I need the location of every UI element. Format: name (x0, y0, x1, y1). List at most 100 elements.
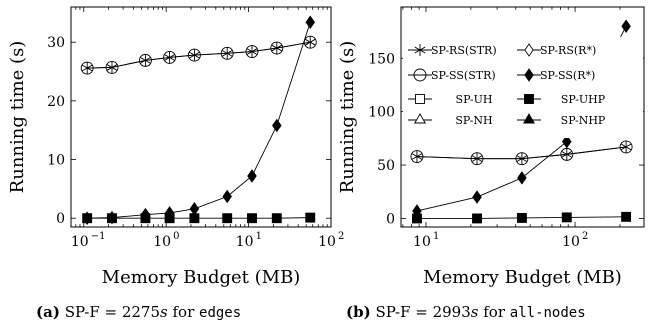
data-point (189, 213, 200, 224)
data-point (222, 213, 233, 224)
legend-label: SP-RS(STR) (431, 44, 497, 57)
data-point (247, 213, 257, 224)
plot-frame (70, 6, 332, 228)
legend-marker (524, 68, 534, 82)
y-axis-label: Running time (s) (337, 41, 358, 194)
data-point (410, 150, 424, 163)
series-sp-uhp (82, 212, 316, 224)
data-point (621, 211, 632, 222)
data-point (305, 212, 316, 223)
x-tick-label: 10 (236, 234, 254, 250)
data-point (619, 140, 633, 154)
x-tick-label: 10 (562, 234, 580, 250)
caption-a: (a) SP-F = 2275s for edges (36, 303, 242, 321)
legend-marker (414, 44, 426, 56)
legend-marker (413, 68, 427, 82)
legend-marker (415, 94, 425, 104)
x-axis-label: Memory Budget (MB) (102, 267, 301, 288)
y-tick-label: 0 (386, 211, 395, 227)
x-tick-label-exponent: 2 (582, 231, 588, 242)
data-point (82, 213, 93, 224)
data-point (107, 213, 117, 224)
y-tick-label: 20 (47, 94, 65, 110)
series-sp-ss-str (410, 140, 633, 166)
legend-box (403, 37, 643, 138)
x-tick-label: 10 (318, 234, 336, 250)
x-tick-label-exponent: 0 (173, 231, 179, 242)
legend-entry-sp-rs-str: SP-RS(STR) (408, 44, 497, 57)
data-point (561, 212, 572, 223)
legend-marker (524, 94, 534, 104)
x-axis-label: Memory Budget (MB) (423, 267, 622, 288)
x-tick-label-exponent: 2 (338, 231, 344, 242)
data-point (164, 213, 175, 224)
data-point (472, 213, 482, 224)
legend-entry-sp-uhp: SP-UHP (517, 93, 606, 106)
data-point (138, 53, 152, 67)
legend-label: SP-SS(R*) (540, 69, 595, 82)
legend-label: SP-SS(STR) (431, 69, 496, 82)
series-sp-ss-str (80, 35, 317, 75)
data-point (247, 169, 257, 183)
legend-entry-sp-nh: SP-NH (408, 113, 493, 127)
legend-label: SP-UH (456, 93, 493, 106)
data-point (270, 41, 284, 55)
legend-label: SP-NHP (561, 114, 606, 127)
data-point (515, 152, 529, 166)
y-tick-label: 0 (56, 211, 65, 227)
data-point (560, 147, 574, 161)
y-tick-label: 10 (47, 153, 65, 169)
legend-entry-sp-ss-str: SP-SS(STR) (408, 68, 496, 82)
data-point (412, 213, 422, 224)
legend-marker (524, 43, 534, 57)
data-point (245, 45, 259, 59)
data-point (222, 189, 232, 204)
data-point (187, 48, 201, 62)
data-point (472, 190, 482, 204)
data-point (80, 61, 94, 75)
plot-frame (400, 6, 645, 228)
y-tick-label: 50 (377, 158, 395, 174)
x-tick-label: 10 (153, 234, 171, 250)
legend-label: SP-NH (455, 114, 492, 127)
legend: SP-RS(STR) SP-RS(R*) SP-SS(STR) SP-SS(R*) SP… (403, 37, 643, 138)
data-point (470, 152, 484, 166)
data-point (517, 171, 527, 185)
data-point (516, 212, 527, 223)
legend-entry-sp-rs-r: SP-RS(R*) (517, 43, 596, 57)
series-line (87, 41, 311, 69)
legend-label: SP-UHP (561, 93, 606, 106)
data-point (621, 19, 631, 34)
legend-marker (413, 113, 427, 124)
data-point (562, 134, 572, 149)
data-point (411, 150, 423, 163)
y-tick-label: 30 (47, 35, 65, 51)
legend-entry-sp-ss-r: SP-SS(R*) (517, 68, 595, 82)
data-point (620, 140, 632, 153)
data-point (105, 60, 119, 74)
data-point (140, 213, 151, 224)
data-point (304, 36, 316, 49)
data-point (305, 15, 315, 30)
x-tick-label: 10 (71, 234, 89, 250)
y-axis-label: Running time (s) (7, 41, 28, 194)
data-point (271, 213, 282, 224)
y-tick-label: 150 (368, 51, 395, 67)
x-tick-label-exponent: 1 (433, 231, 439, 242)
data-point (272, 118, 282, 133)
y-tick-label: 100 (368, 105, 395, 121)
legend-marker (522, 113, 536, 124)
legend-label: SP-RS(R*) (540, 44, 596, 57)
legend-entry-sp-nhp: SP-NHP (517, 113, 606, 127)
data-point (220, 46, 234, 60)
x-tick-label-exponent: −1 (91, 231, 106, 242)
series-sp-uhp (412, 211, 632, 224)
x-tick-label-exponent: 1 (256, 231, 262, 242)
legend-entry-sp-uh: SP-UH (408, 93, 492, 106)
data-point (163, 51, 177, 64)
data-point (189, 202, 200, 216)
series-line (416, 146, 627, 160)
